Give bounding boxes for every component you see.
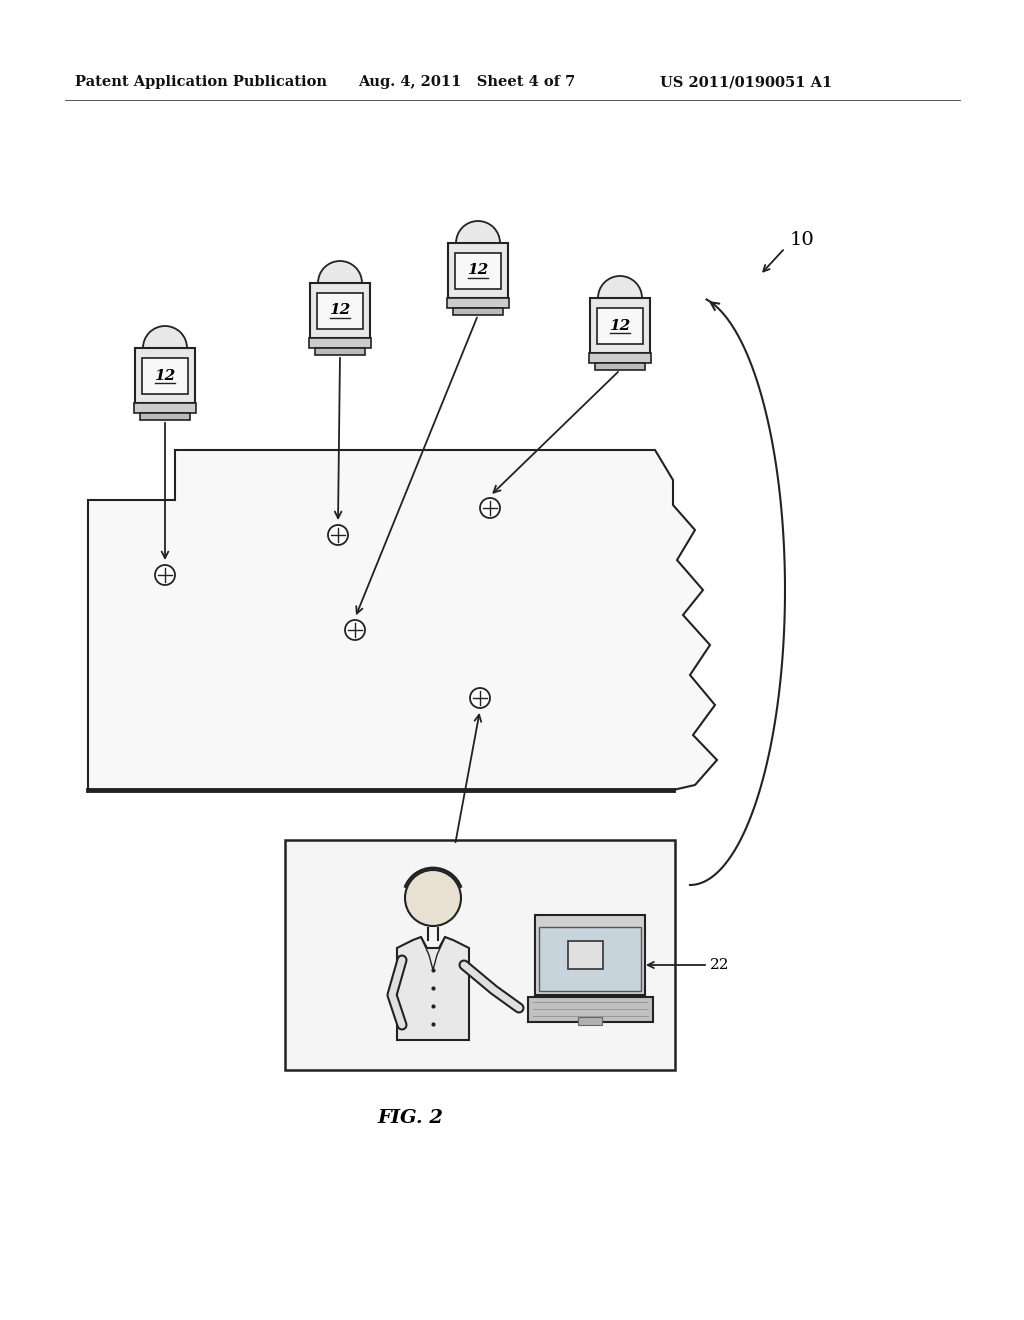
Wedge shape [318,261,362,282]
Bar [315,348,365,355]
Bar [134,403,196,413]
Bar [453,308,503,315]
Bar [595,363,645,370]
Polygon shape [397,937,469,1040]
Circle shape [345,620,365,640]
Circle shape [328,525,348,545]
Circle shape [406,870,461,927]
Bar [589,352,651,363]
Text: 12: 12 [609,318,631,333]
Wedge shape [143,326,187,348]
Text: 12: 12 [155,368,176,383]
Circle shape [470,688,490,708]
Bar [135,348,195,403]
Bar [310,282,370,338]
Text: 22: 22 [710,958,729,972]
Bar [597,308,643,343]
Text: 10: 10 [790,231,815,249]
Text: 12: 12 [467,264,488,277]
Bar [455,252,501,289]
Bar [578,1016,602,1026]
Text: FIG. 2: FIG. 2 [377,1109,443,1127]
Bar [539,927,641,991]
Text: US 2011/0190051 A1: US 2011/0190051 A1 [660,75,833,88]
Bar [142,358,188,393]
Bar [285,840,675,1071]
Wedge shape [598,276,642,298]
Bar [535,915,645,995]
Bar [309,338,371,348]
Circle shape [480,498,500,517]
Text: Patent Application Publication: Patent Application Publication [75,75,327,88]
Bar [317,293,362,329]
Bar [567,941,602,969]
Wedge shape [456,220,500,243]
Bar [140,413,190,420]
Bar [527,997,652,1022]
Text: Aug. 4, 2011   Sheet 4 of 7: Aug. 4, 2011 Sheet 4 of 7 [358,75,575,88]
Bar [449,243,508,298]
Bar [590,298,650,352]
Bar [447,298,509,308]
Polygon shape [88,450,717,789]
Text: 12: 12 [330,304,350,318]
Circle shape [155,565,175,585]
